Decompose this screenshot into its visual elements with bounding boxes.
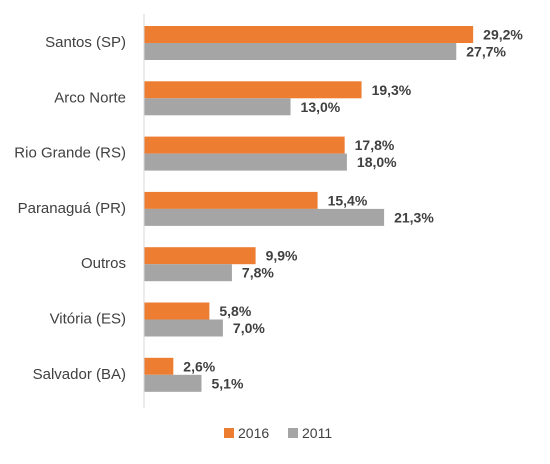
bar-2011-1	[144, 98, 291, 116]
bar-2016-5	[144, 302, 210, 320]
category-label: Salvador (BA)	[33, 366, 126, 383]
data-label-2016-0: 29,2%	[483, 27, 523, 43]
category-label: Paranaguá (PR)	[18, 200, 126, 217]
bar-2016-0	[144, 26, 474, 43]
data-label-2016-2: 17,8%	[355, 137, 395, 153]
category-label: Santos (SP)	[45, 34, 126, 51]
data-label-2011-5: 7,0%	[233, 320, 265, 336]
data-label-2016-3: 15,4%	[328, 192, 368, 208]
bar-2016-4	[144, 247, 256, 265]
data-label-2011-2: 18,0%	[357, 154, 397, 170]
data-label-2011-0: 27,7%	[466, 44, 506, 60]
bar-2016-2	[144, 136, 345, 154]
bar-2011-2	[144, 153, 347, 171]
bar-2016-3	[144, 191, 318, 209]
data-label-2016-5: 5,8%	[219, 303, 251, 319]
legend-swatch-2011	[288, 428, 298, 438]
category-label: Arco Norte	[54, 89, 126, 106]
category-label: Rio Grande (RS)	[14, 145, 126, 162]
bar-2011-6	[144, 374, 202, 392]
legend-label-2011: 2011	[302, 425, 332, 441]
bar-2011-3	[144, 208, 385, 226]
data-label-2011-6: 5,1%	[211, 375, 243, 391]
category-label: Outros	[81, 255, 126, 272]
legend-label-2016: 2016	[238, 425, 269, 441]
bar-2011-4	[144, 264, 232, 282]
bar-2016-6	[144, 357, 174, 375]
data-label-2011-3: 21,3%	[394, 209, 434, 225]
bar-2011-0	[144, 43, 457, 60]
data-label-2016-4: 9,9%	[266, 248, 298, 264]
bar-2011-5	[144, 319, 223, 337]
data-label-2011-1: 13,0%	[301, 99, 341, 115]
data-label-2016-6: 2,6%	[183, 358, 215, 374]
category-label: Vitória (ES)	[50, 311, 126, 328]
bars-layer: Santos (SP) 29,2%27,7% Arco Norte 19,3% 13,0…	[14, 26, 523, 392]
bar-2016-1	[144, 81, 362, 99]
legend: 2016 2011	[224, 425, 332, 441]
data-label-2011-4: 7,8%	[242, 265, 274, 281]
data-label-2016-1: 19,3%	[372, 82, 412, 98]
legend-swatch-2016	[224, 428, 234, 438]
